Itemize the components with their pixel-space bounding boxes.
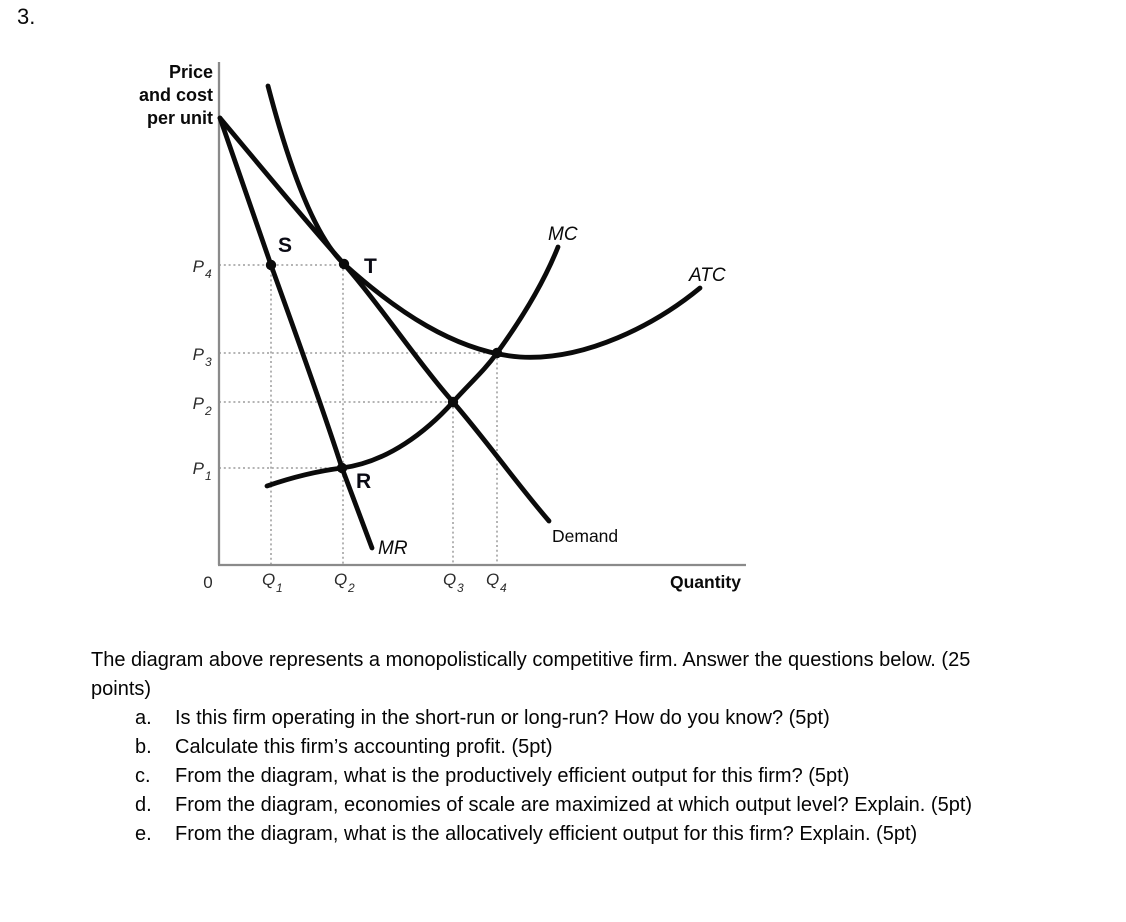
question-marker: d. [135, 794, 152, 816]
point-label-r: R [356, 470, 371, 493]
origin-label: 0 [203, 573, 212, 592]
quantity-label-q4: Q [486, 570, 499, 589]
quantity-label-q3: Q [443, 570, 456, 589]
dot-t [338, 258, 350, 270]
question-list: a. Is this firm operating in the short-r… [91, 704, 1093, 849]
question-item-b: b. Calculate this firm’s accounting prof… [91, 733, 1093, 762]
y-axis-title-line2: and cost [139, 85, 213, 105]
mc-curve [264, 244, 561, 489]
price-label-p4-sub: 4 [205, 267, 212, 281]
question-marker: e. [135, 823, 152, 845]
mr-label: MR [378, 538, 408, 559]
question-block: The diagram above represents a monopolis… [91, 646, 1093, 849]
price-label-p2: P [193, 394, 205, 413]
question-marker: c. [135, 765, 151, 787]
quantity-label-q4-sub: 4 [500, 581, 507, 595]
question-item-d: d. From the diagram, economies of scale … [91, 791, 1093, 820]
axes [217, 62, 746, 567]
price-label-p1: P [193, 459, 205, 478]
point-label-s: S [278, 234, 292, 257]
atc-curve [265, 83, 703, 360]
mr-curve [217, 115, 375, 551]
dot-r [336, 462, 348, 474]
price-label-p1-sub: 1 [205, 469, 212, 483]
price-label-p2-sub: 2 [204, 404, 212, 418]
dot-s [265, 259, 277, 271]
question-text: From the diagram, what is the allocative… [175, 823, 918, 845]
atc-label: ATC [688, 265, 726, 286]
question-item-e: e. From the diagram, what is the allocat… [91, 820, 1093, 849]
quantity-label-q1-sub: 1 [276, 581, 283, 595]
question-text: From the diagram, what is the productive… [175, 765, 850, 787]
point-label-t: T [364, 255, 377, 278]
question-text: Calculate this firm’s accounting profit.… [175, 736, 553, 758]
quantity-label-q2: Q [334, 570, 347, 589]
question-item-a: a. Is this firm operating in the short-r… [91, 704, 1093, 733]
quantity-label-q3-sub: 3 [457, 581, 464, 595]
y-axis-title-line3: per unit [147, 108, 213, 128]
question-text: From the diagram, economies of scale are… [175, 794, 973, 816]
price-label-p3-sub: 3 [205, 355, 212, 369]
question-intro-line2: points) [91, 678, 152, 700]
mc-label: MC [548, 224, 578, 245]
demand-curve [217, 115, 552, 524]
price-label-p3: P [193, 345, 205, 364]
question-number: 3. [17, 4, 36, 29]
quantity-label-q1: Q [262, 570, 275, 589]
question-marker: b. [135, 736, 152, 758]
y-axis-title-line1: Price [169, 62, 213, 82]
diagram-dots [265, 258, 503, 474]
question-intro-line1: The diagram above represents a monopolis… [91, 649, 971, 671]
dot-demand-mc [447, 396, 459, 408]
dotted-guides [219, 264, 498, 565]
demand-label: Demand [552, 526, 618, 546]
economics-diagram: Price and cost per unit P 4 P 3 P 2 P 1 … [139, 62, 746, 595]
question-item-c: c. From the diagram, what is the product… [91, 762, 1093, 791]
x-axis-label: Quantity [670, 572, 741, 592]
question-marker: a. [135, 707, 152, 729]
price-label-p4: P [193, 257, 205, 276]
quantity-label-q2-sub: 2 [347, 581, 355, 595]
dot-atc-mc [491, 347, 503, 359]
question-text: Is this firm operating in the short-run … [175, 707, 830, 729]
question-intro: The diagram above represents a monopolis… [91, 646, 1093, 704]
